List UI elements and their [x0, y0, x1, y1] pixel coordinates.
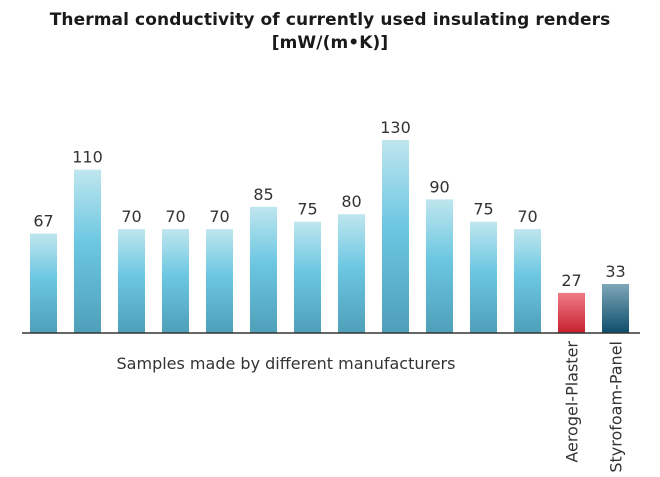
data-label-10: 90 — [429, 177, 449, 196]
bar-6 — [250, 206, 277, 333]
data-label-3: 70 — [121, 207, 141, 226]
chart-title: Thermal conductivity of currently used i… — [49, 10, 611, 30]
category-label-13: Aerogel-Plaster — [563, 341, 582, 463]
data-label-2: 110 — [72, 148, 103, 167]
chart-unit: [mW/(m•K)] — [271, 33, 389, 53]
data-label-13: 27 — [561, 271, 581, 290]
bar-5 — [206, 229, 233, 333]
data-label-8: 80 — [341, 192, 361, 211]
data-label-1: 67 — [33, 212, 53, 231]
bar-8 — [338, 214, 365, 333]
bar-3 — [118, 229, 145, 333]
x-axis-label: Samples made by different manufacturers — [117, 354, 456, 373]
bar-4 — [162, 229, 189, 333]
bar-7 — [294, 221, 321, 333]
data-label-4: 70 — [165, 207, 185, 226]
data-label-11: 75 — [473, 200, 493, 219]
bar-14 — [602, 284, 629, 333]
data-label-14: 33 — [605, 262, 625, 281]
bar-13 — [558, 292, 585, 333]
data-label-5: 70 — [209, 207, 229, 226]
data-label-12: 70 — [517, 207, 537, 226]
bar-2 — [74, 169, 101, 333]
bar-9 — [382, 140, 409, 333]
bar-11 — [470, 221, 497, 333]
category-label-14: Styrofoam-Panel — [607, 341, 626, 473]
bar-12 — [514, 229, 541, 333]
bar-10 — [426, 199, 453, 333]
data-label-6: 85 — [253, 185, 273, 204]
data-label-7: 75 — [297, 200, 317, 219]
bar-1 — [30, 233, 57, 333]
data-label-9: 130 — [380, 118, 411, 137]
